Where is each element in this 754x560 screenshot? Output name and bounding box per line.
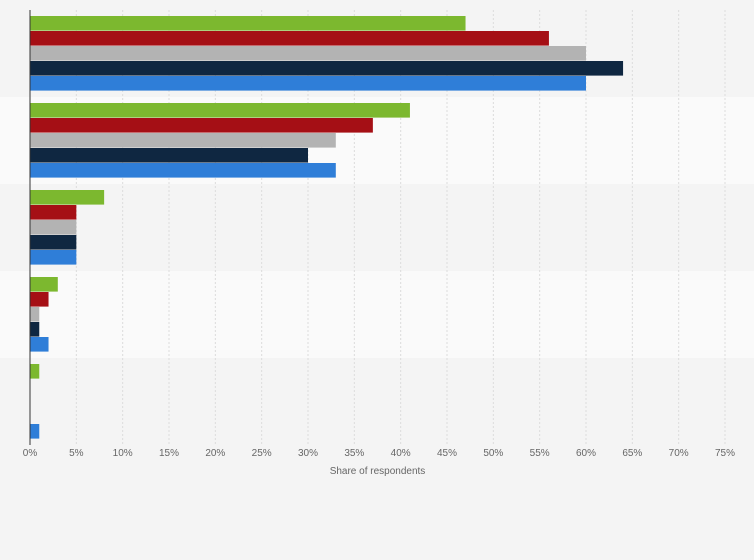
x-tick-label: 65% xyxy=(622,448,642,459)
bar xyxy=(30,103,410,118)
x-tick-label: 25% xyxy=(252,448,272,459)
x-tick-label: 10% xyxy=(113,448,133,459)
bar xyxy=(30,31,549,46)
bar xyxy=(30,133,336,148)
bar xyxy=(30,292,49,307)
bars xyxy=(30,16,624,439)
x-tick-label: 30% xyxy=(298,448,318,459)
bar xyxy=(30,148,308,163)
bar xyxy=(30,46,586,61)
bar xyxy=(30,163,336,178)
x-tick-label: 55% xyxy=(530,448,550,459)
bar xyxy=(30,424,40,439)
category-band xyxy=(0,271,754,358)
bar xyxy=(30,307,40,322)
bar xyxy=(30,337,49,352)
bar xyxy=(30,322,40,337)
x-tick-label: 0% xyxy=(23,448,38,459)
bar xyxy=(30,364,40,379)
x-tick-label: 70% xyxy=(669,448,689,459)
bar xyxy=(30,277,58,292)
bar xyxy=(30,250,77,265)
x-tick-labels: 0% 5% 10% 15% 20% 25% 30% 35% 40% 45% 50% 55% 60% 65%… xyxy=(23,448,735,459)
x-tick-label: 60% xyxy=(576,448,596,459)
x-tick-label: 5% xyxy=(69,448,84,459)
x-tick-label: 45% xyxy=(437,448,457,459)
bar xyxy=(30,61,624,76)
x-tick-label: 35% xyxy=(344,448,364,459)
bar xyxy=(30,190,105,205)
bar xyxy=(30,16,466,31)
category-bands xyxy=(0,10,754,445)
x-tick-label: 75% xyxy=(715,448,735,459)
bar xyxy=(30,205,77,220)
category-band xyxy=(0,184,754,271)
bar xyxy=(30,235,77,250)
bar xyxy=(30,220,77,235)
x-axis-title: Share of respondents xyxy=(330,466,426,477)
category-band xyxy=(0,358,754,445)
x-tick-label: 50% xyxy=(483,448,503,459)
x-tick-label: 15% xyxy=(159,448,179,459)
x-tick-label: 20% xyxy=(205,448,225,459)
x-tick-label: 40% xyxy=(391,448,411,459)
bar xyxy=(30,76,586,91)
bar xyxy=(30,118,373,133)
